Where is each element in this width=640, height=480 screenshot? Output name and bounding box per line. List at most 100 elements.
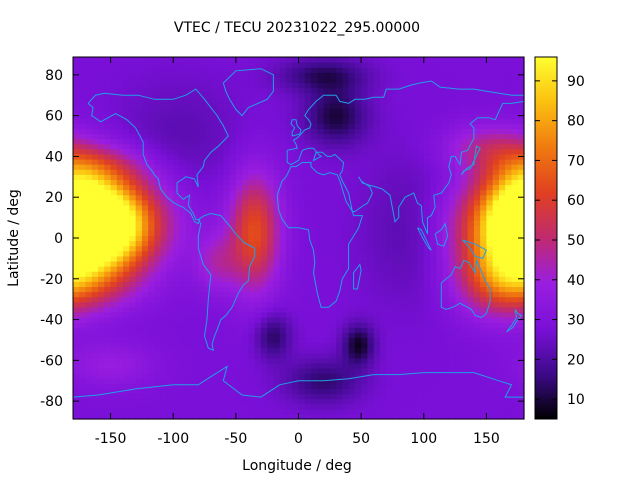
heatmap-cell: [505, 67, 513, 73]
heatmap-cell: [417, 169, 425, 175]
heatmap-cell: [404, 281, 412, 288]
heatmap-cell: [73, 57, 80, 63]
heatmap-cell: [467, 67, 475, 73]
heatmap-cell: [267, 347, 275, 354]
heatmap-cell: [392, 276, 400, 282]
heatmap-cell: [448, 255, 456, 262]
heatmap-cell: [166, 398, 174, 405]
heatmap-cell: [448, 317, 456, 323]
heatmap-cell: [298, 179, 306, 186]
heatmap-cell: [98, 215, 105, 221]
heatmap-cell: [229, 342, 237, 349]
heatmap-cell: [505, 286, 513, 293]
heatmap-cell: [273, 220, 281, 226]
heatmap-cell: [417, 240, 425, 247]
heatmap-cell: [492, 209, 500, 216]
heatmap-cell: [235, 123, 243, 129]
heatmap-cell: [104, 133, 112, 140]
heatmap-cell: [91, 204, 99, 211]
heatmap-cell: [242, 388, 249, 395]
heatmap-cell: [473, 164, 481, 170]
heatmap-cell: [110, 311, 118, 318]
heatmap-cell: [448, 413, 456, 420]
heatmap-cell: [498, 133, 506, 140]
heatmap-cell: [348, 373, 356, 379]
heatmap-cell: [192, 403, 199, 410]
heatmap-cell: [473, 281, 481, 288]
heatmap-cell: [398, 250, 406, 257]
heatmap-cell: [448, 296, 456, 303]
heatmap-cell: [110, 102, 118, 109]
heatmap-cell: [348, 357, 356, 364]
heatmap-cell: [173, 368, 181, 374]
heatmap-cell: [430, 235, 437, 242]
heatmap-cell: [179, 357, 187, 364]
heatmap-cell: [336, 82, 343, 89]
heatmap-cell: [98, 286, 105, 293]
heatmap-cell: [116, 164, 124, 170]
heatmap-cell: [461, 107, 469, 114]
heatmap-cell: [235, 107, 243, 114]
heatmap-cell: [260, 260, 268, 267]
heatmap-cell: [329, 204, 337, 211]
heatmap-cell: [486, 337, 494, 344]
heatmap-cell: [367, 276, 375, 282]
heatmap-cell: [179, 209, 187, 216]
heatmap-cell: [204, 87, 212, 94]
heatmap-cell: [260, 62, 268, 68]
heatmap-cell: [217, 179, 224, 186]
heatmap-cell: [442, 92, 450, 99]
heatmap-cell: [336, 271, 343, 277]
heatmap-cell: [79, 352, 87, 359]
heatmap-cell: [85, 311, 93, 318]
heatmap-cell: [423, 164, 431, 170]
heatmap-cell: [110, 128, 118, 135]
heatmap-cell: [423, 107, 431, 114]
heatmap-cell: [498, 215, 506, 221]
heatmap-cell: [336, 92, 343, 99]
heatmap-cell: [336, 347, 343, 354]
heatmap-cell: [198, 57, 206, 63]
heatmap-cell: [91, 158, 99, 165]
heatmap-cell: [198, 225, 206, 231]
heatmap-cell: [116, 413, 124, 420]
heatmap-cell: [104, 260, 112, 267]
heatmap-cell: [392, 408, 400, 415]
heatmap-cell: [85, 291, 93, 298]
heatmap-cell: [323, 209, 331, 216]
heatmap-cell: [173, 240, 181, 247]
heatmap-cell: [486, 276, 494, 282]
heatmap-cell: [248, 337, 256, 344]
heatmap-cell: [354, 215, 362, 221]
heatmap-cell: [166, 378, 174, 384]
heatmap-cell: [123, 352, 130, 359]
heatmap-cell: [135, 82, 143, 89]
heatmap-cell: [141, 266, 149, 272]
heatmap-cell: [354, 97, 362, 104]
heatmap-cell: [336, 209, 343, 216]
heatmap-cell: [430, 311, 437, 318]
heatmap-cell: [135, 67, 143, 73]
heatmap-cell: [505, 199, 513, 206]
heatmap-cell: [185, 123, 193, 129]
heatmap-cell: [204, 352, 212, 359]
heatmap-cell: [242, 357, 249, 364]
heatmap-cell: [141, 342, 149, 349]
heatmap-cell: [229, 164, 237, 170]
heatmap-cell: [173, 276, 181, 282]
heatmap-cell: [160, 164, 168, 170]
heatmap-cell: [442, 255, 450, 262]
heatmap-cell: [185, 250, 193, 257]
heatmap-cell: [267, 138, 275, 145]
heatmap-cell: [467, 107, 475, 114]
heatmap-cell: [361, 128, 368, 135]
heatmap-cell: [260, 225, 268, 231]
heatmap-cell: [423, 347, 431, 354]
heatmap-cell: [361, 352, 368, 359]
heatmap-cell: [473, 337, 481, 344]
heatmap-cell: [473, 97, 481, 104]
heatmap-cell: [336, 250, 343, 257]
heatmap-cell: [273, 271, 281, 277]
heatmap-cell: [135, 260, 143, 267]
heatmap-cell: [129, 403, 137, 410]
